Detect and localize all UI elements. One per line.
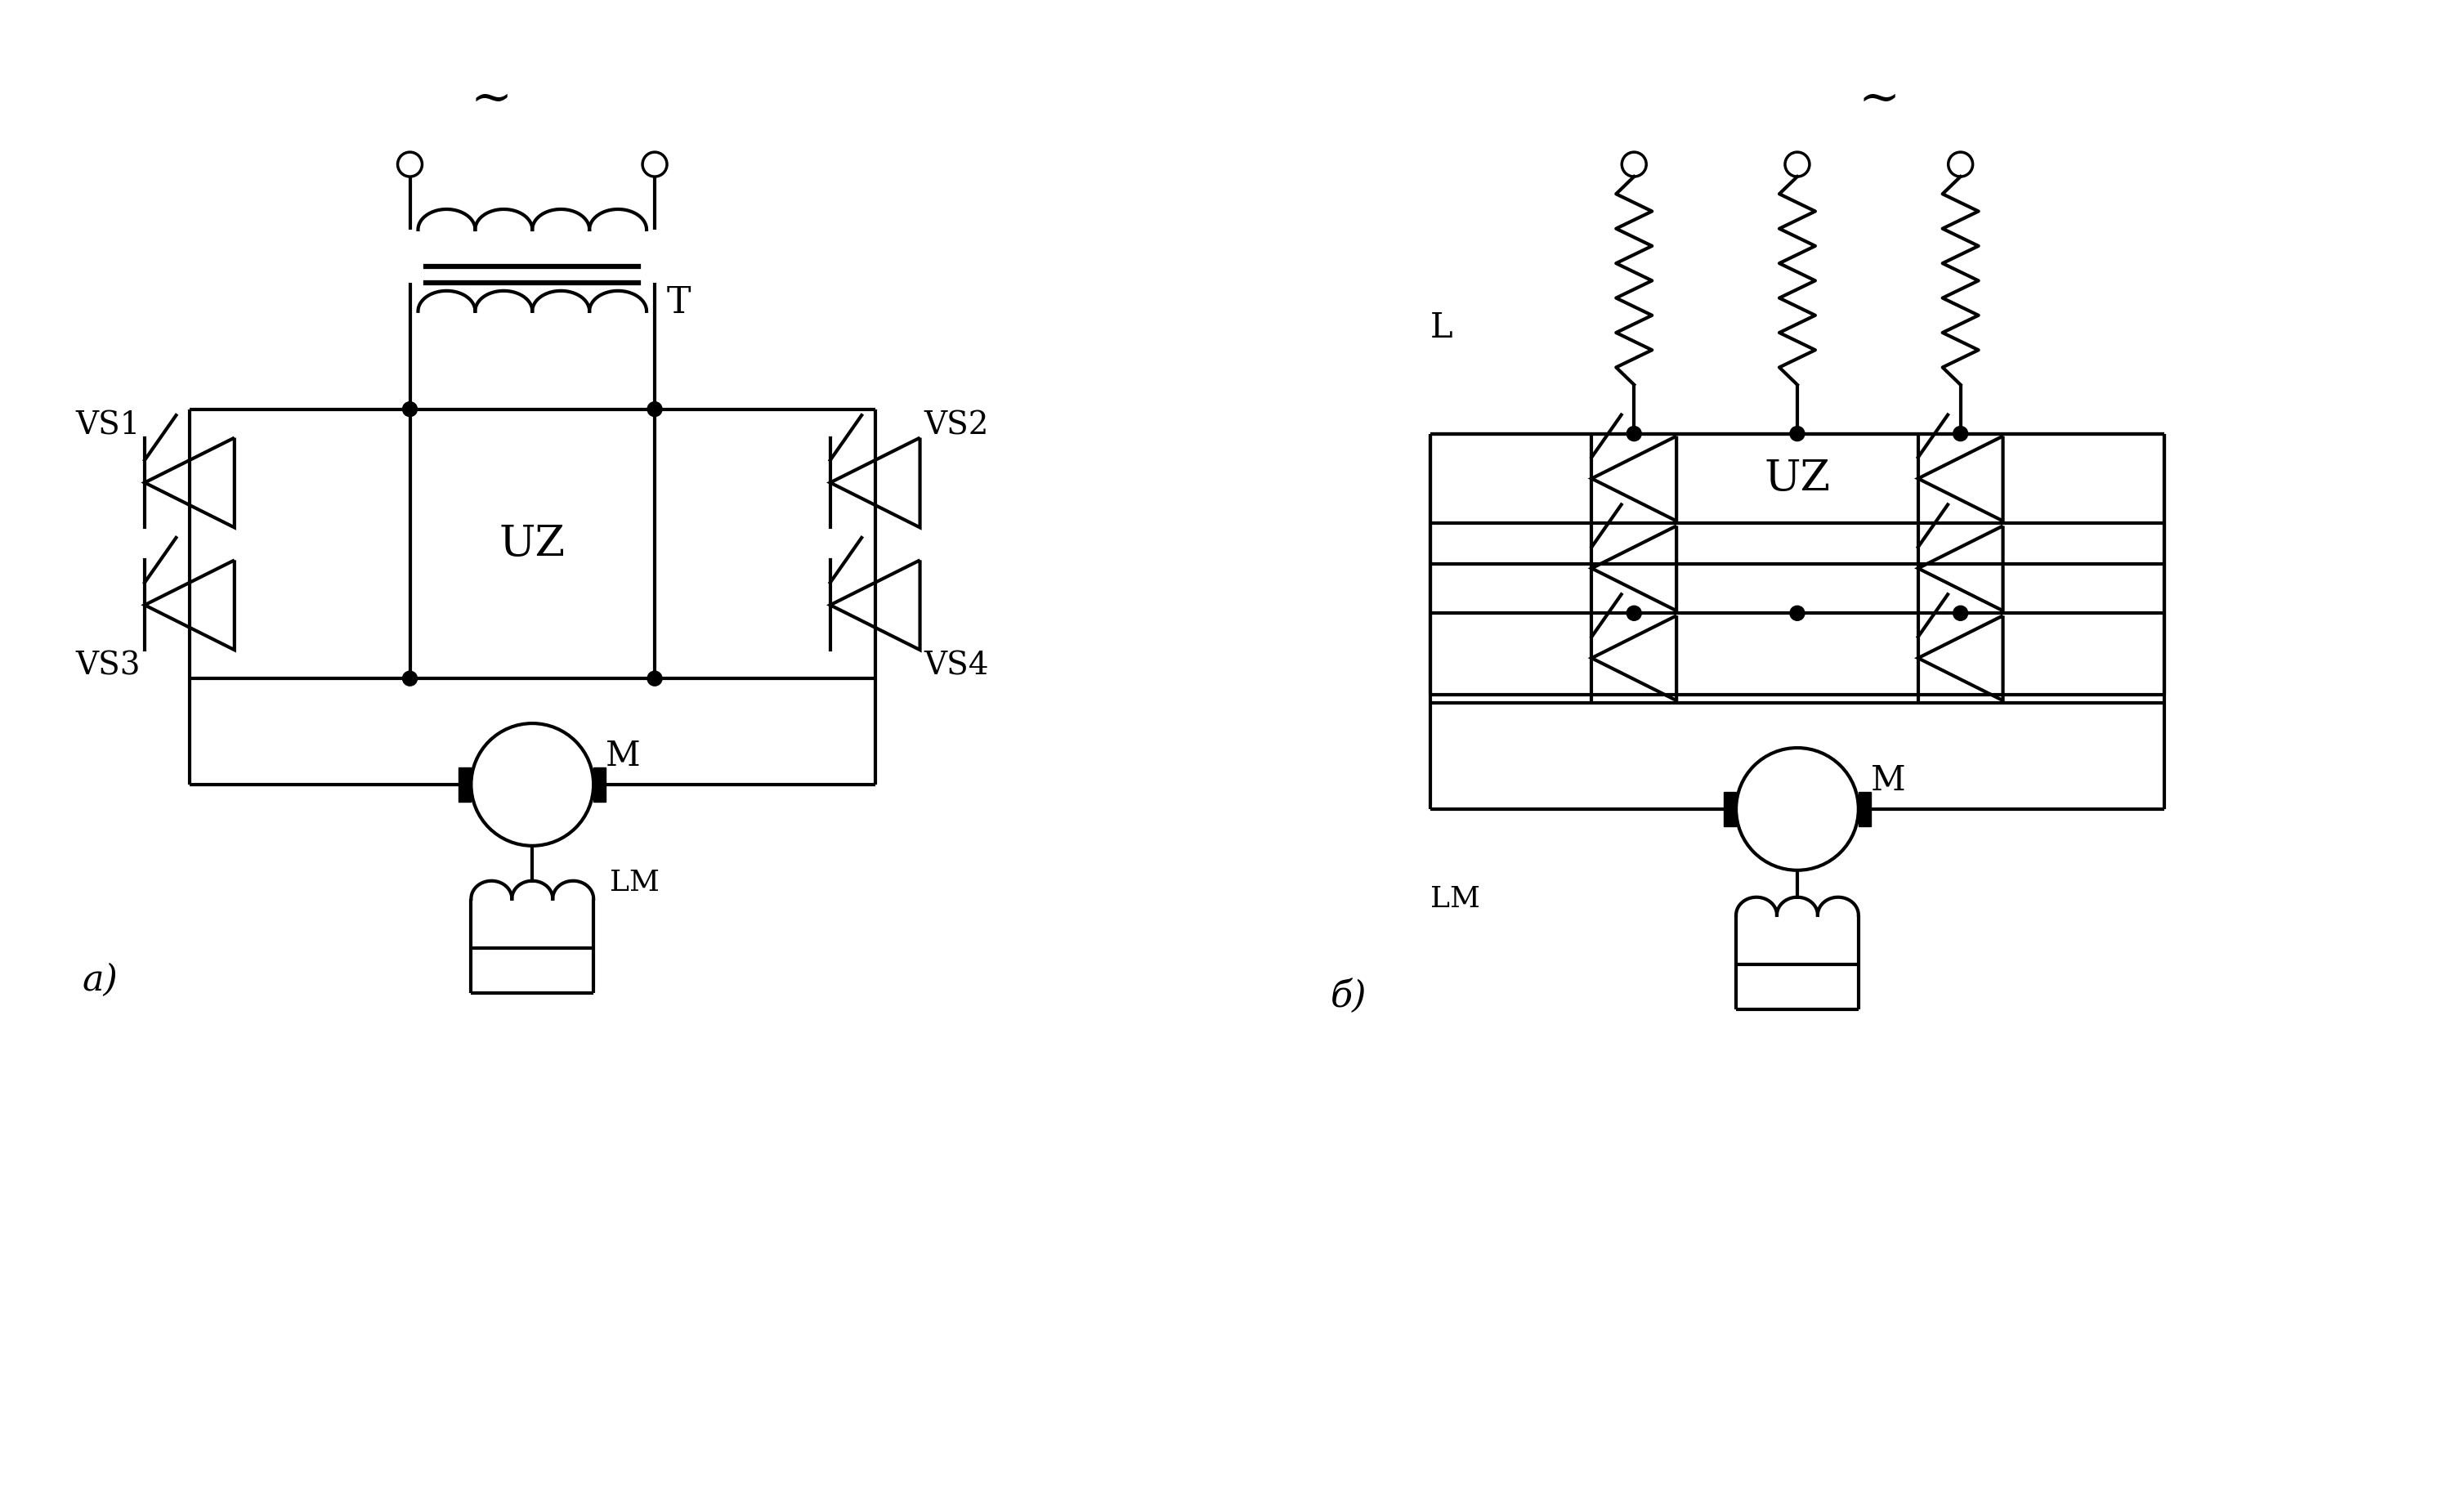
- Circle shape: [647, 671, 662, 686]
- Circle shape: [1790, 426, 1805, 442]
- Circle shape: [1954, 606, 1969, 620]
- Bar: [593, 768, 606, 801]
- Text: T: T: [667, 286, 691, 321]
- Text: UZ: UZ: [500, 523, 566, 564]
- Text: UZ: UZ: [1763, 458, 1829, 499]
- Text: VS3: VS3: [76, 652, 140, 682]
- Text: ~: ~: [471, 74, 512, 124]
- Circle shape: [1790, 606, 1805, 620]
- Circle shape: [1954, 426, 1969, 442]
- Text: б): б): [1331, 980, 1366, 1015]
- Bar: [459, 768, 471, 801]
- Text: M: M: [1871, 764, 1905, 798]
- Bar: [1724, 792, 1736, 826]
- Circle shape: [1626, 426, 1640, 442]
- Circle shape: [1626, 606, 1640, 620]
- Text: M: M: [606, 739, 640, 773]
- Text: LM: LM: [1430, 885, 1481, 913]
- Text: a): a): [81, 963, 118, 998]
- Text: L: L: [1430, 310, 1452, 345]
- Text: VS1: VS1: [76, 410, 140, 440]
- Text: VS2: VS2: [924, 410, 988, 440]
- Text: LM: LM: [611, 868, 660, 897]
- Text: ~: ~: [1859, 74, 1900, 124]
- Bar: [1859, 792, 1871, 826]
- Circle shape: [402, 671, 417, 686]
- Circle shape: [647, 402, 662, 416]
- Text: VS4: VS4: [924, 652, 988, 682]
- Circle shape: [402, 402, 417, 416]
